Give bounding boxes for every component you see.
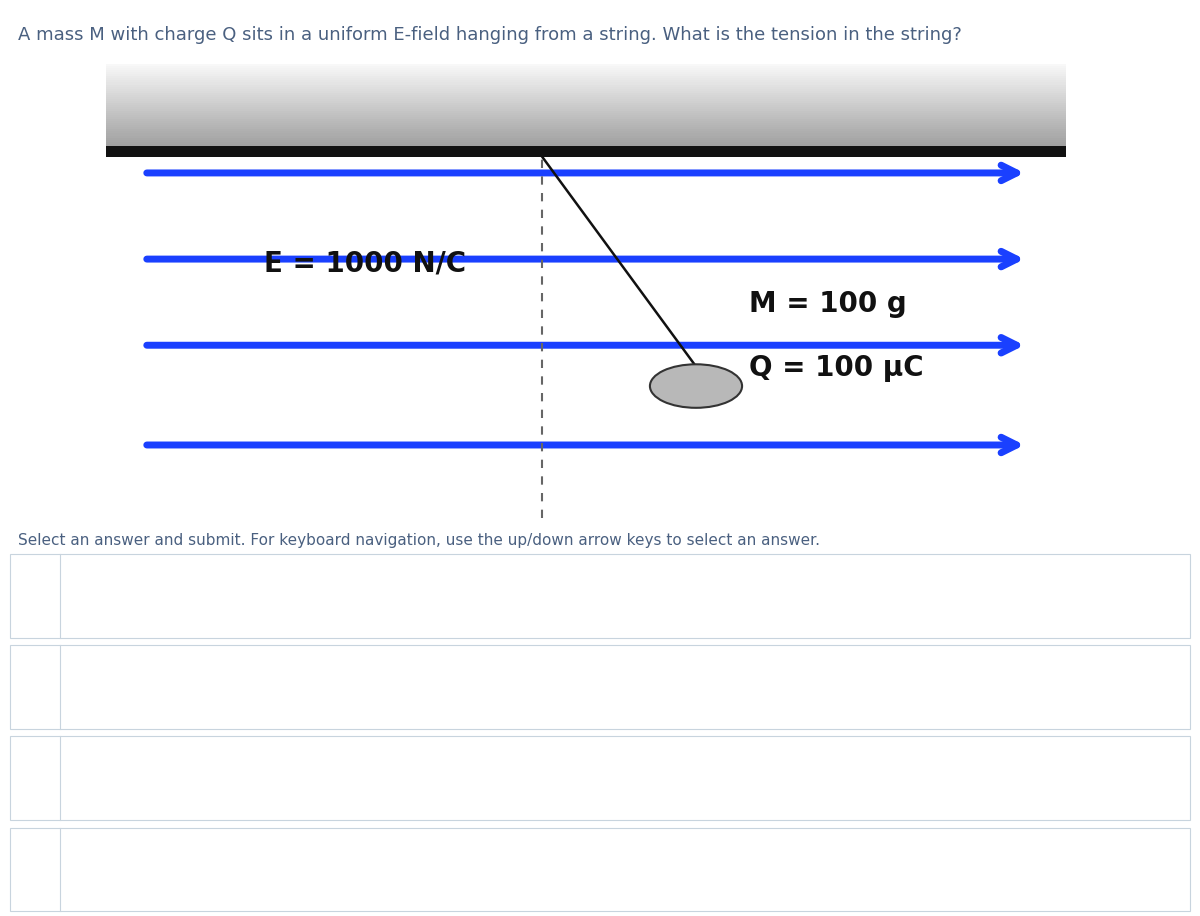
Bar	[106, 82, 1066, 84]
Bar	[106, 94, 1066, 97]
Bar	[106, 124, 1066, 125]
Bar	[106, 76, 1066, 79]
Bar	[106, 68, 1066, 71]
Bar	[106, 142, 1066, 144]
Bar	[106, 121, 1066, 124]
Text: A mass M with charge Q sits in a uniform E-field hanging from a string. What is : A mass M with charge Q sits in a uniform…	[18, 26, 962, 44]
Bar	[106, 87, 1066, 89]
Bar	[106, 132, 1066, 134]
Bar	[106, 125, 1066, 127]
Text: T = 0.0995 N: T = 0.0995 N	[72, 860, 192, 878]
Bar	[106, 81, 1066, 82]
Bar	[106, 117, 1066, 119]
Bar	[106, 74, 1066, 76]
Bar	[106, 119, 1066, 121]
Text: E = 1000 N/C: E = 1000 N/C	[264, 250, 466, 278]
Bar	[106, 137, 1066, 139]
Bar	[106, 91, 1066, 93]
Bar	[106, 101, 1066, 103]
Text: M = 100 g: M = 100 g	[749, 290, 906, 319]
Bar	[106, 64, 1066, 66]
Circle shape	[650, 365, 742, 408]
Bar	[106, 111, 1066, 113]
Text: a: a	[29, 587, 41, 605]
Text: c: c	[30, 769, 40, 788]
Bar	[106, 129, 1066, 132]
Bar	[106, 136, 1066, 137]
Text: T = 1.76 N: T = 1.76 N	[72, 587, 169, 605]
Bar	[106, 66, 1066, 68]
Text: T = 9.67 N: T = 9.67 N	[72, 678, 169, 696]
Text: Select an answer and submit. For keyboard navigation, use the up/down arrow keys: Select an answer and submit. For keyboar…	[18, 533, 820, 548]
Bar	[106, 146, 1066, 157]
Bar	[106, 113, 1066, 115]
Bar	[106, 127, 1066, 129]
Bar	[106, 97, 1066, 99]
Bar	[106, 79, 1066, 81]
Bar	[106, 109, 1066, 111]
Bar	[106, 72, 1066, 74]
Bar	[106, 71, 1066, 72]
Bar	[106, 134, 1066, 136]
Bar	[106, 84, 1066, 87]
Bar	[106, 105, 1066, 107]
Text: d: d	[29, 860, 41, 878]
Bar	[106, 115, 1066, 117]
Bar	[106, 139, 1066, 142]
Bar	[106, 103, 1066, 105]
Bar	[106, 144, 1066, 146]
Text: T = 0.986 N: T = 0.986 N	[72, 769, 180, 788]
Bar	[106, 107, 1066, 109]
Bar	[106, 99, 1066, 101]
Text: Q = 100 μC: Q = 100 μC	[749, 354, 924, 382]
Text: b: b	[29, 678, 41, 696]
Bar	[106, 89, 1066, 91]
Bar	[106, 93, 1066, 94]
